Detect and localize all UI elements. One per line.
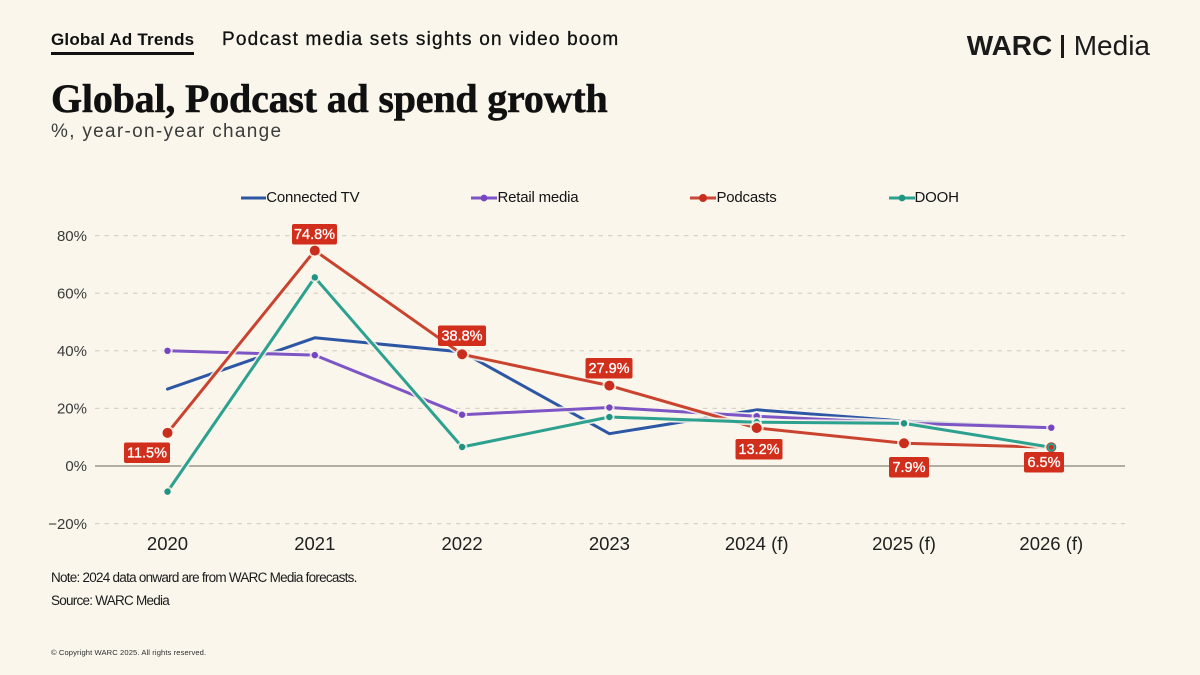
svg-text:2020: 2020 <box>147 533 188 554</box>
svg-text:2022: 2022 <box>442 533 483 554</box>
svg-text:2021: 2021 <box>294 533 335 554</box>
svg-text:2026 (f): 2026 (f) <box>1019 533 1083 554</box>
svg-text:20%: 20% <box>57 401 87 418</box>
svg-text:40%: 40% <box>57 343 87 360</box>
svg-text:27.9%: 27.9% <box>588 361 629 377</box>
svg-text:13.2%: 13.2% <box>738 442 779 458</box>
svg-text:60%: 60% <box>57 285 87 302</box>
svg-text:2025 (f): 2025 (f) <box>872 533 936 554</box>
svg-text:11.5%: 11.5% <box>127 446 167 462</box>
svg-text:0%: 0% <box>65 458 87 475</box>
svg-text:74.8%: 74.8% <box>294 227 335 243</box>
svg-text:7.9%: 7.9% <box>892 460 925 476</box>
svg-text:80%: 80% <box>57 228 87 245</box>
svg-text:6.5%: 6.5% <box>1027 455 1060 471</box>
svg-text:2024 (f): 2024 (f) <box>725 533 789 554</box>
svg-text:38.8%: 38.8% <box>441 329 482 345</box>
svg-text:2023: 2023 <box>589 533 630 554</box>
svg-text:−20%: −20% <box>48 516 87 533</box>
